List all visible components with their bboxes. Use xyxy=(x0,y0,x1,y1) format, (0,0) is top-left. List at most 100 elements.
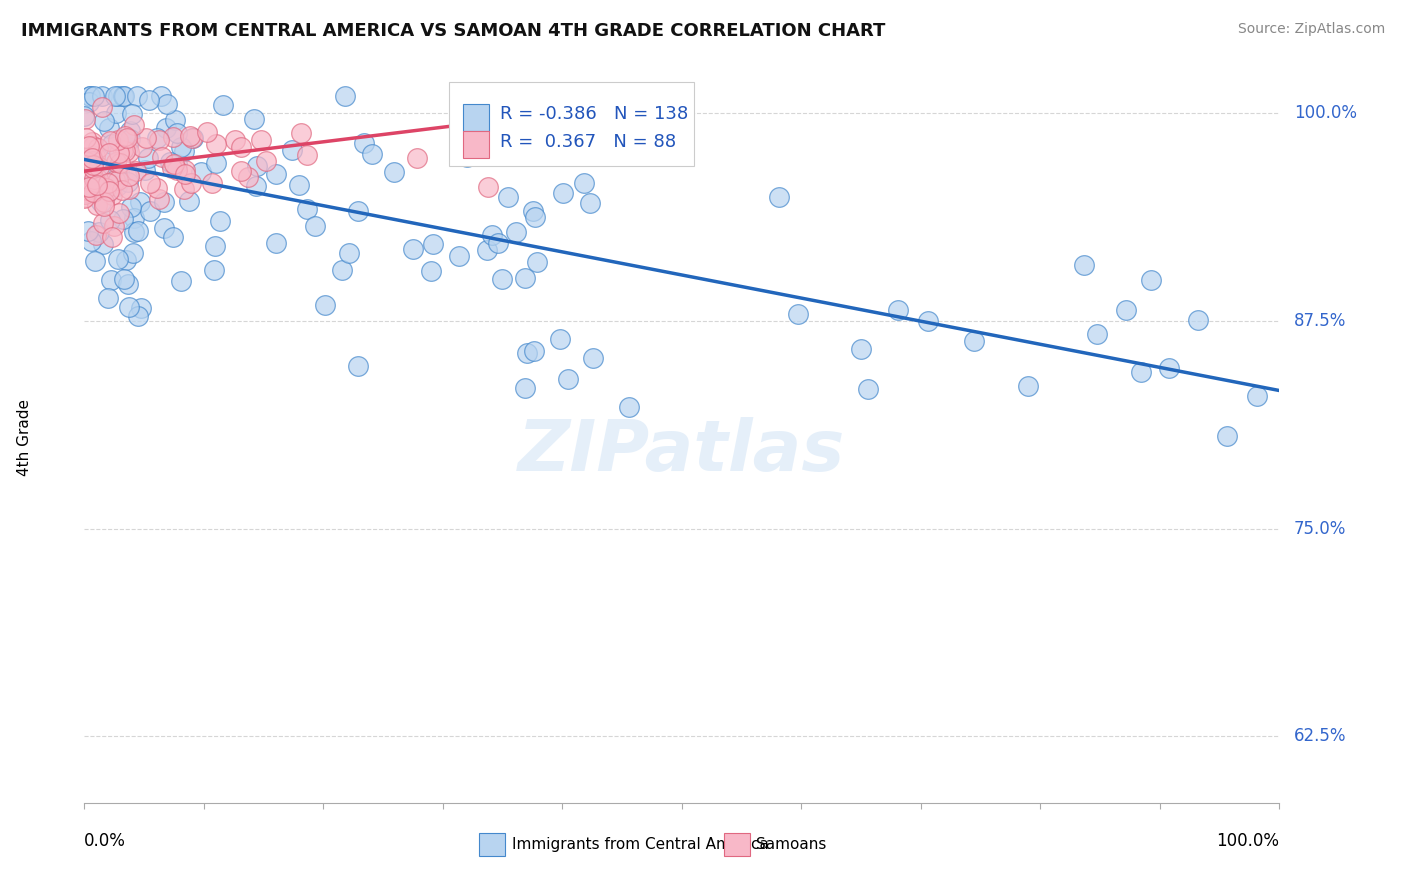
Point xyxy=(77,180,100,194)
Point xyxy=(204,239,226,253)
Point xyxy=(1115,302,1137,317)
Point xyxy=(131,140,153,154)
Point xyxy=(180,176,202,190)
Point xyxy=(115,131,138,145)
Point xyxy=(80,157,103,171)
Point xyxy=(120,132,142,146)
Point xyxy=(290,126,312,140)
Point xyxy=(75,186,97,200)
Point xyxy=(107,172,129,186)
Point xyxy=(114,129,136,144)
Point xyxy=(617,400,640,414)
Point xyxy=(121,107,143,121)
Text: ZIPatlas: ZIPatlas xyxy=(519,417,845,486)
Point xyxy=(107,89,129,103)
Point xyxy=(108,146,131,161)
Point xyxy=(101,188,124,202)
Point xyxy=(86,198,108,212)
Bar xyxy=(463,103,489,131)
Point xyxy=(111,89,134,103)
Point xyxy=(170,274,193,288)
Point xyxy=(208,214,231,228)
Point xyxy=(150,89,173,103)
Text: Immigrants from Central America: Immigrants from Central America xyxy=(512,837,769,852)
Point xyxy=(117,139,139,153)
Point xyxy=(382,164,405,178)
Point xyxy=(768,190,790,204)
Point xyxy=(77,139,100,153)
Point xyxy=(104,173,127,187)
Point xyxy=(75,189,97,203)
Point xyxy=(104,106,127,120)
Point xyxy=(456,151,478,165)
Point xyxy=(124,118,146,132)
Point xyxy=(75,174,97,188)
Point xyxy=(582,351,605,366)
Point xyxy=(1087,327,1109,342)
Point xyxy=(557,372,579,386)
Point xyxy=(165,113,187,128)
Point xyxy=(96,291,118,305)
Point xyxy=(111,143,134,157)
Point xyxy=(858,382,880,396)
Point xyxy=(87,160,110,174)
Point xyxy=(572,176,595,190)
Point xyxy=(201,176,224,190)
Point xyxy=(98,213,121,227)
Point xyxy=(166,156,188,170)
Point xyxy=(551,186,574,200)
Point xyxy=(516,346,538,360)
Point xyxy=(174,162,197,177)
Point xyxy=(84,174,107,188)
Point xyxy=(131,301,153,315)
Text: Samoans: Samoans xyxy=(756,837,827,852)
FancyBboxPatch shape xyxy=(449,82,695,167)
Point xyxy=(333,89,356,103)
Point xyxy=(174,167,197,181)
Point xyxy=(491,272,513,286)
Point xyxy=(179,129,201,144)
Point xyxy=(190,165,212,179)
Point xyxy=(295,148,318,162)
Point xyxy=(337,246,360,260)
Point xyxy=(112,89,135,103)
Point xyxy=(82,138,104,153)
Point xyxy=(118,182,141,196)
Point xyxy=(125,163,148,178)
Point xyxy=(90,89,112,103)
Text: 4th Grade: 4th Grade xyxy=(17,399,32,475)
Point xyxy=(120,200,142,214)
Point xyxy=(128,195,150,210)
Point xyxy=(505,225,527,239)
Point xyxy=(73,109,96,123)
Text: 75.0%: 75.0% xyxy=(1294,519,1346,538)
Point xyxy=(419,264,441,278)
Point xyxy=(1216,429,1239,443)
Point xyxy=(114,252,136,267)
Point xyxy=(84,175,107,189)
Point xyxy=(496,190,519,204)
Point xyxy=(360,147,382,161)
Point xyxy=(887,302,910,317)
Point xyxy=(103,219,125,233)
Point xyxy=(146,181,169,195)
Point xyxy=(166,162,188,177)
Point xyxy=(224,133,246,147)
Text: R =  0.367   N = 88: R = 0.367 N = 88 xyxy=(501,133,676,152)
Point xyxy=(523,144,546,158)
Point xyxy=(83,89,105,103)
Point xyxy=(173,144,195,158)
Point xyxy=(94,181,117,195)
Point xyxy=(105,179,128,194)
Point xyxy=(134,163,156,178)
Point xyxy=(75,153,97,168)
Point xyxy=(75,131,97,145)
Point xyxy=(107,206,129,220)
Point xyxy=(84,228,107,243)
Point xyxy=(138,93,160,107)
Text: 100.0%: 100.0% xyxy=(1216,832,1279,850)
Bar xyxy=(463,130,489,159)
Point xyxy=(105,154,128,169)
Point xyxy=(266,167,288,181)
Point xyxy=(107,252,129,266)
